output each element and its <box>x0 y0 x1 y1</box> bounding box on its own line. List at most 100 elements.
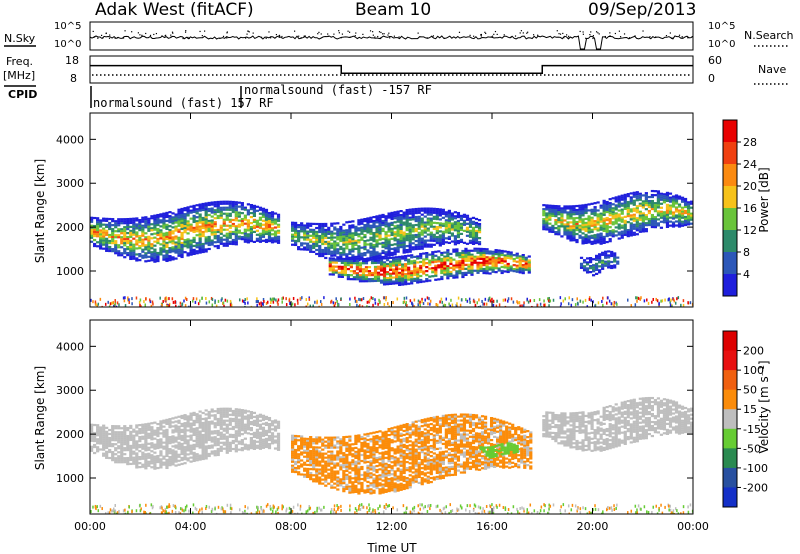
echo-cell <box>578 220 582 223</box>
echo-cell <box>174 235 178 238</box>
echo-cell <box>426 229 430 232</box>
echo-cell <box>147 237 151 240</box>
echo-cell <box>557 207 561 210</box>
echo-cell <box>465 230 470 233</box>
echo-cell <box>650 195 654 199</box>
noise-cell <box>161 303 163 307</box>
noise-cell <box>385 296 387 300</box>
echo-cell <box>192 433 196 437</box>
echo-cell <box>369 218 373 221</box>
echo-cell <box>572 225 576 228</box>
echo-cell <box>219 417 223 420</box>
echo-cell <box>132 227 136 230</box>
echo-cell <box>375 219 379 222</box>
echo-cell <box>360 218 364 221</box>
noise-cell <box>205 301 208 305</box>
echo-cell <box>192 244 196 248</box>
echo-cell <box>177 447 181 450</box>
echo-cell <box>174 237 178 240</box>
noise-cell <box>148 298 151 302</box>
echo-cell <box>373 259 378 263</box>
echo-cell <box>476 263 480 266</box>
nsearch-label: N.Search <box>744 29 794 42</box>
echo-cell <box>159 249 163 252</box>
echo-cell <box>420 221 424 224</box>
freq-panel: Freq. [MHz] 18 8 60 0 Nave <box>3 54 790 85</box>
echo-cell <box>339 231 343 235</box>
echo-cell <box>474 225 479 229</box>
echo-cell <box>225 409 229 412</box>
echo-cell <box>593 212 597 215</box>
echo-cell <box>168 424 172 427</box>
echo-cell <box>267 225 272 229</box>
echo-cell <box>204 238 208 241</box>
echo-cell <box>351 254 355 257</box>
nsky-noise-dot <box>246 33 248 35</box>
echo-cell <box>449 260 453 264</box>
echo-cell <box>99 233 103 236</box>
echo-cell <box>671 205 676 208</box>
echo-cell <box>168 235 172 238</box>
echo-cell <box>629 210 633 213</box>
echo-cell <box>474 235 479 239</box>
echo-cell <box>614 198 618 201</box>
echo-cell <box>342 243 346 246</box>
echo-cell <box>216 433 220 437</box>
echo-cell <box>376 261 381 264</box>
echo-cell <box>216 423 220 427</box>
echo-cell <box>584 203 588 207</box>
echo-cell <box>392 264 396 267</box>
echo-cell <box>144 461 148 464</box>
echo-cell <box>623 233 627 236</box>
echo-cell <box>401 257 405 260</box>
noise-cell <box>429 299 432 303</box>
echo-cell <box>635 219 639 222</box>
echo-cell <box>404 277 408 280</box>
echo-cell <box>102 430 106 433</box>
echo-cell <box>635 195 639 198</box>
echo-cell <box>419 260 423 264</box>
echo-cell <box>686 213 691 216</box>
echo-cell <box>189 428 193 431</box>
echo-cell <box>453 239 458 242</box>
echo-cell <box>147 249 151 252</box>
echo-cell <box>557 229 561 232</box>
noise-cell <box>547 297 549 301</box>
echo-cell <box>318 230 322 234</box>
echo-cell <box>405 233 409 236</box>
echo-cell <box>240 419 244 422</box>
echo-cell <box>393 239 397 242</box>
echo-cell <box>126 434 130 438</box>
echo-cell <box>431 255 435 258</box>
noise-cell <box>543 303 545 307</box>
echo-cell <box>129 430 133 434</box>
echo-cell <box>348 224 352 227</box>
echo-cell <box>132 456 136 459</box>
echo-cell <box>635 223 639 226</box>
echo-cell <box>189 456 193 459</box>
nsky-noise-dot <box>369 30 372 32</box>
echo-cell <box>369 224 373 227</box>
echo-cell <box>414 229 418 233</box>
echo-cell <box>337 259 341 262</box>
echo-cell <box>500 269 504 273</box>
echo-cell <box>195 417 199 420</box>
echo-cell <box>384 241 388 244</box>
echo-cell <box>352 272 357 275</box>
echo-cell <box>587 237 591 240</box>
echo-cell <box>617 237 621 240</box>
echo-cell <box>204 427 208 430</box>
echo-cell <box>566 223 570 226</box>
echo-cell <box>620 194 624 197</box>
echo-cell <box>375 239 379 242</box>
noise-cell <box>406 304 408 307</box>
echo-cell <box>246 229 250 232</box>
echo-cell <box>605 222 609 226</box>
echo-cell <box>396 246 400 249</box>
echo-cell <box>626 211 630 214</box>
echo-cell <box>291 448 295 451</box>
echo-cell <box>243 437 247 440</box>
echo-cell <box>333 228 337 231</box>
echo-cell <box>162 258 166 261</box>
echo-cell <box>324 240 328 244</box>
